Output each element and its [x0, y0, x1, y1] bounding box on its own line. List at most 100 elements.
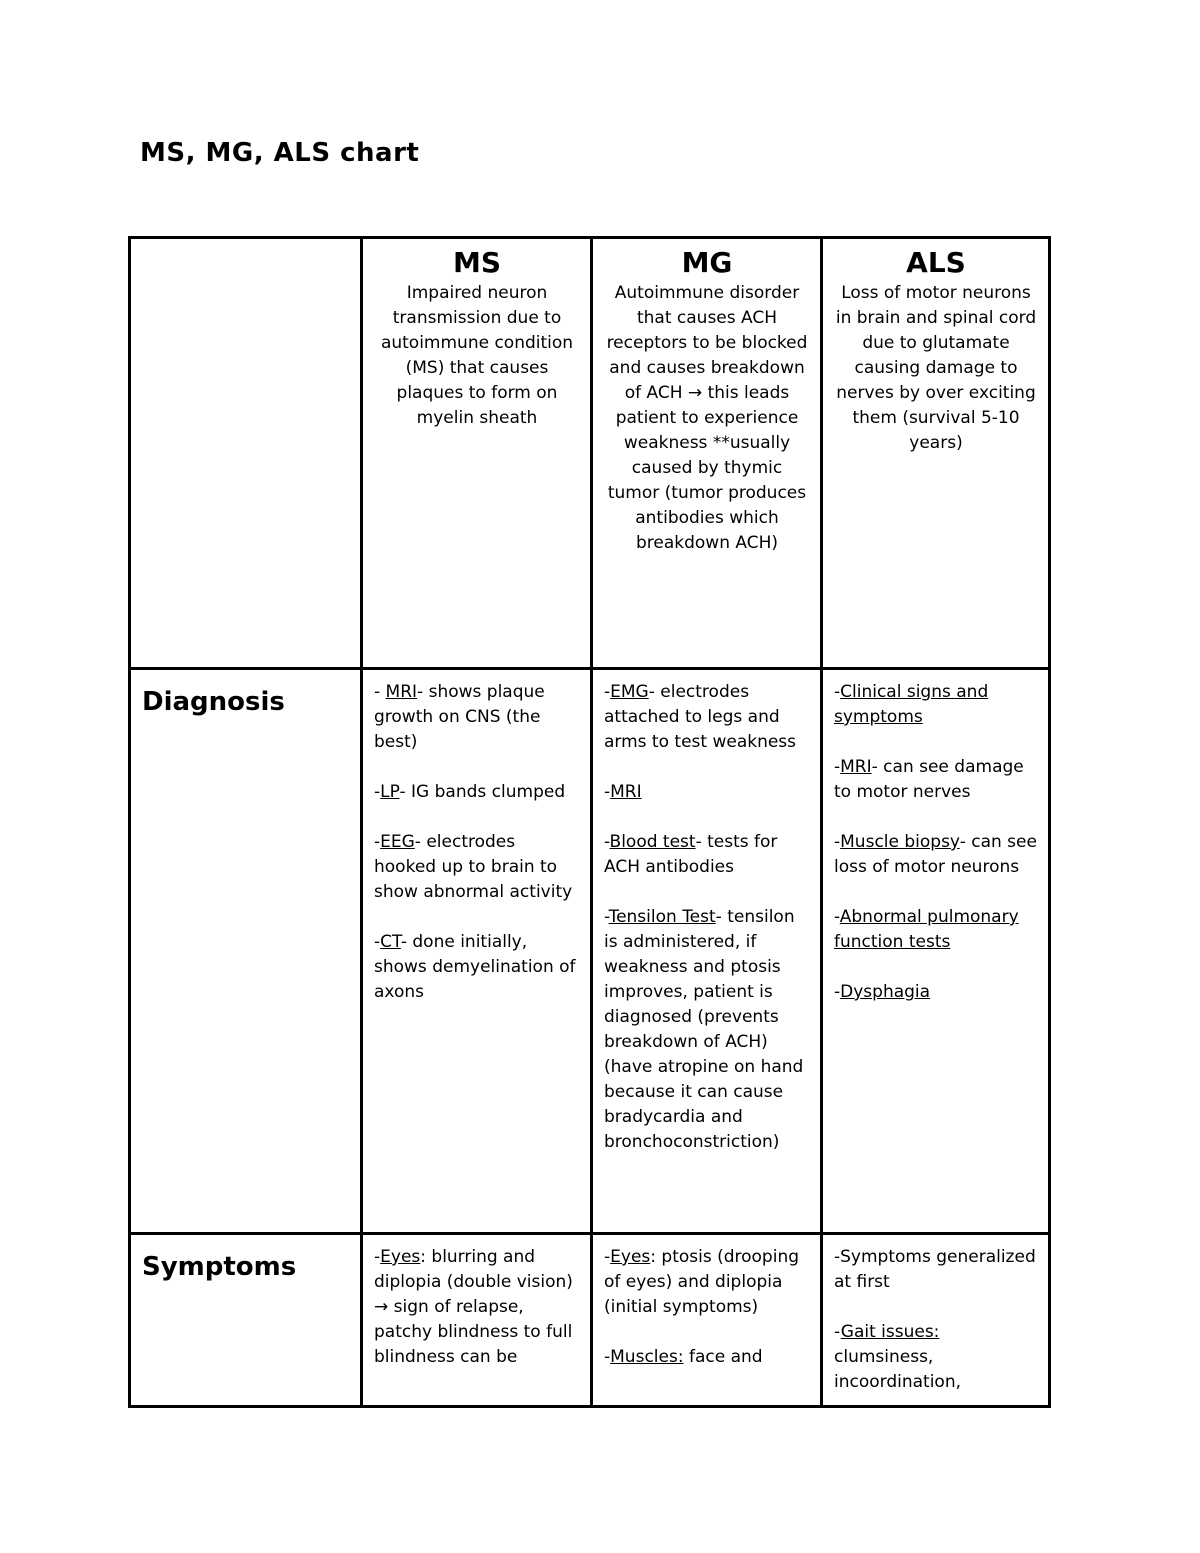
table-row-symptoms: Symptoms -Eyes: blurring and diplopia (d…	[128, 1232, 1051, 1408]
cell-header-ms: MS Impaired neuron transmission due to au…	[360, 236, 593, 670]
text-run: : ptosis (drooping of eyes) and diplopia…	[604, 1247, 800, 1317]
column-title: MS	[374, 245, 580, 281]
underlined-text: Abnormal pulmonary function tests	[834, 907, 1019, 952]
cell-paragraph: -Gait issues: clumsiness, incoordination…	[834, 1320, 1038, 1395]
underlined-text: Eyes	[380, 1247, 421, 1267]
cell-paragraph: -Muscles: face and	[604, 1345, 810, 1370]
text-run: -	[834, 757, 841, 777]
column-title: MG	[604, 245, 810, 281]
cell-symptoms-label: Symptoms	[128, 1232, 363, 1408]
text-run: - tensilon is administered, if weakness …	[604, 907, 804, 1152]
cell-diagnosis-mg: -EMG- electrodes attached to legs and ar…	[590, 667, 823, 1235]
cell-diagnosis-als: -Clinical signs and symptoms -MRI- can se…	[820, 667, 1051, 1235]
cell-paragraph: Loss of motor neurons in brain and spina…	[834, 281, 1038, 456]
text-run: -	[834, 907, 840, 927]
cell-paragraph: -Symptoms generalized at first	[834, 1245, 1038, 1295]
underlined-text: Clinical signs and symptoms	[834, 682, 989, 727]
text-run: Symptoms	[142, 1252, 297, 1282]
underlined-text: EEG	[380, 832, 415, 852]
text-run: MS	[452, 246, 502, 279]
text-run: Loss of motor neurons in brain and spina…	[835, 283, 1037, 453]
cell-paragraph: -Eyes: blurring and diplopia (double vis…	[374, 1245, 580, 1370]
cell-symptoms-ms: -Eyes: blurring and diplopia (double vis…	[360, 1232, 593, 1408]
text-run: -	[604, 782, 611, 802]
text-run: - electrodes hooked up to brain to show …	[374, 832, 573, 902]
cell-diagnosis-ms: - MRI- shows plaque growth on CNS (the b…	[360, 667, 593, 1235]
underlined-text: Muscles:	[610, 1347, 684, 1367]
text-run: -	[834, 832, 841, 852]
cell-paragraph: -Clinical signs and symptoms	[834, 680, 1038, 730]
text-run: Autoimmune disorder that causes ACH rece…	[606, 283, 808, 553]
cell-paragraph: -Abnormal pulmonary function tests	[834, 905, 1038, 955]
cell-paragraph: -Dysphagia	[834, 980, 1038, 1005]
cell-paragraph: -Tensilon Test- tensilon is administered…	[604, 905, 810, 1155]
cell-paragraph: - MRI- shows plaque growth on CNS (the b…	[374, 680, 580, 755]
text-run: -	[374, 782, 381, 802]
cell-paragraph: -EMG- electrodes attached to legs and ar…	[604, 680, 810, 755]
text-run: -	[834, 982, 841, 1002]
cell-paragraph: -MRI	[604, 780, 810, 805]
underlined-text: Eyes	[610, 1247, 651, 1267]
text-run: clumsiness, incoordination,	[834, 1347, 962, 1392]
text-run: - tests for ACH antibodies	[604, 832, 778, 877]
cell-paragraph: Impaired neuron transmission due to auto…	[374, 281, 580, 431]
text-run: -	[374, 682, 386, 702]
page-title: MS, MG, ALS chart	[140, 138, 420, 168]
text-run: -	[834, 1322, 841, 1342]
underlined-text: Tensilon Test	[608, 907, 716, 927]
table-row-header: MS Impaired neuron transmission due to au…	[128, 236, 1051, 670]
cell-diagnosis-label: Diagnosis	[128, 667, 363, 1235]
text-run: -	[604, 832, 610, 852]
cell-corner-empty	[128, 236, 363, 670]
text-run: -	[604, 682, 611, 702]
cell-paragraph: -Blood test- tests for ACH antibodies	[604, 830, 810, 880]
text-run: -Symptoms generalized at first	[834, 1247, 1036, 1292]
text-run: Impaired neuron transmission due to auto…	[380, 283, 574, 428]
comparison-table: MS Impaired neuron transmission due to au…	[128, 236, 1051, 1408]
text-run: Diagnosis	[142, 687, 285, 717]
text-run: -	[834, 682, 841, 702]
underlined-text: MRI	[610, 782, 642, 802]
underlined-text: Muscle biopsy	[840, 832, 960, 852]
text-run: -	[604, 1347, 611, 1367]
underlined-text: Gait issues:	[840, 1322, 940, 1342]
text-run: -	[604, 1247, 611, 1267]
underlined-text: Dysphagia	[840, 982, 931, 1002]
text-run: - IG bands clumped	[399, 782, 566, 802]
text-run: -	[604, 907, 609, 927]
text-run: -	[374, 832, 381, 852]
cell-paragraph: -LP- IG bands clumped	[374, 780, 580, 805]
table-row-diagnosis: Diagnosis - MRI- shows plaque growth on …	[128, 667, 1051, 1235]
underlined-text: LP	[380, 782, 400, 802]
text-run: - can see damage to motor nerves	[834, 757, 1024, 802]
cell-paragraph: -Eyes: ptosis (drooping of eyes) and dip…	[604, 1245, 810, 1320]
cell-symptoms-mg: -Eyes: ptosis (drooping of eyes) and dip…	[590, 1232, 823, 1408]
text-run: - shows plaque growth on CNS (the best)	[374, 682, 545, 752]
cell-header-mg: MG Autoimmune disorder that causes ACH re…	[590, 236, 823, 670]
text-run: ALS	[906, 246, 966, 279]
cell-paragraph: -Muscle biopsy- can see loss of motor ne…	[834, 830, 1038, 880]
underlined-text: MRI	[840, 757, 872, 777]
cell-paragraph: Autoimmune disorder that causes ACH rece…	[604, 281, 810, 556]
text-run: MG	[681, 246, 733, 279]
cell-symptoms-als: -Symptoms generalized at first -Gait issu…	[820, 1232, 1051, 1408]
text-run: : blurring and diplopia (double vision) …	[374, 1247, 573, 1367]
underlined-text: MRI	[385, 682, 418, 702]
text-run: - electrodes attached to legs and arms t…	[604, 682, 797, 752]
underlined-text: EMG	[610, 682, 649, 702]
text-run: -	[374, 1247, 381, 1267]
text-run: -	[374, 932, 381, 952]
cell-paragraph: -EEG- electrodes hooked up to brain to s…	[374, 830, 580, 905]
text-run: - can see loss of motor neurons	[834, 832, 1037, 877]
cell-header-als: ALS Loss of motor neurons in brain and sp…	[820, 236, 1051, 670]
row-label: Symptoms	[142, 1251, 350, 1283]
cell-paragraph: -CT- done initially, shows demyelination…	[374, 930, 580, 1005]
underlined-text: CT	[380, 932, 401, 952]
column-title: ALS	[834, 245, 1038, 281]
text-run: face and	[683, 1347, 763, 1367]
cell-paragraph: -MRI- can see damage to motor nerves	[834, 755, 1038, 805]
row-label: Diagnosis	[142, 686, 350, 718]
text-run: - done initially, shows demyelination of…	[374, 932, 576, 1002]
underlined-text: Blood test	[609, 832, 696, 852]
